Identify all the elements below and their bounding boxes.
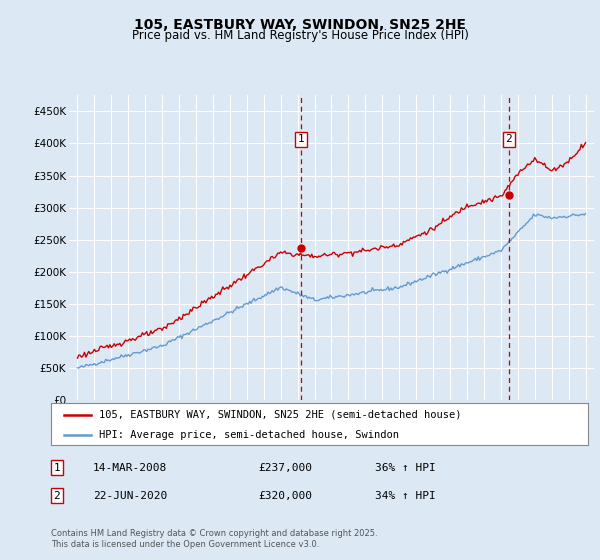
Text: 105, EASTBURY WAY, SWINDON, SN25 2HE: 105, EASTBURY WAY, SWINDON, SN25 2HE	[134, 18, 466, 32]
Text: 34% ↑ HPI: 34% ↑ HPI	[375, 491, 436, 501]
Text: 14-MAR-2008: 14-MAR-2008	[93, 463, 167, 473]
Text: Contains HM Land Registry data © Crown copyright and database right 2025.
This d: Contains HM Land Registry data © Crown c…	[51, 529, 377, 549]
Text: 22-JUN-2020: 22-JUN-2020	[93, 491, 167, 501]
Text: 36% ↑ HPI: 36% ↑ HPI	[375, 463, 436, 473]
Text: 2: 2	[506, 134, 512, 144]
Text: 2: 2	[53, 491, 61, 501]
Text: Price paid vs. HM Land Registry's House Price Index (HPI): Price paid vs. HM Land Registry's House …	[131, 29, 469, 42]
Text: 105, EASTBURY WAY, SWINDON, SN25 2HE (semi-detached house): 105, EASTBURY WAY, SWINDON, SN25 2HE (se…	[100, 410, 462, 420]
Text: 1: 1	[298, 134, 305, 144]
Text: £320,000: £320,000	[258, 491, 312, 501]
Text: 1: 1	[53, 463, 61, 473]
Text: £237,000: £237,000	[258, 463, 312, 473]
Text: HPI: Average price, semi-detached house, Swindon: HPI: Average price, semi-detached house,…	[100, 430, 400, 440]
